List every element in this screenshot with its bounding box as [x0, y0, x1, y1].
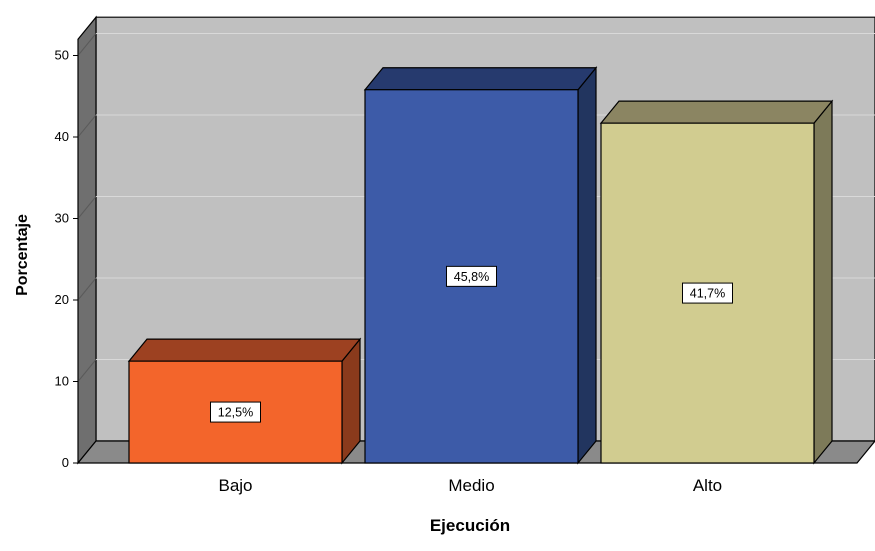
gridline-side: [77, 196, 97, 219]
bar-bajo: 12,5%: [127, 337, 362, 465]
y-tick-label: 0: [62, 455, 69, 470]
gridline-side: [77, 359, 97, 382]
left-wall: [77, 15, 97, 465]
data-label-box: [682, 282, 733, 304]
bar-side: [813, 99, 833, 465]
gridline-side: [77, 33, 97, 56]
y-tick-label: 30: [55, 211, 69, 226]
x-tick-label: Alto: [693, 476, 722, 495]
data-label: 41,7%: [690, 287, 725, 301]
bar-top: [599, 100, 834, 124]
y-axis: 0 10 20 30 40 50: [55, 39, 79, 470]
y-tick-label: 40: [55, 129, 69, 144]
gridline-side: [77, 277, 97, 301]
bar-medio: 45,8%: [363, 66, 598, 465]
x-axis-label: Ejecución: [430, 516, 510, 535]
bar-side: [577, 66, 597, 465]
y-tick-label: 50: [55, 48, 69, 63]
y-tick-label: 10: [55, 374, 69, 389]
bar-top: [363, 67, 598, 91]
gridline-side: [77, 114, 97, 138]
data-label: 45,8%: [454, 270, 489, 284]
x-axis: Bajo Medio Alto: [218, 476, 722, 495]
data-label: 12,5%: [218, 406, 253, 420]
bar-top: [127, 338, 362, 362]
data-label-box: [210, 401, 261, 423]
bars: 12,5% 45,8% 41,7%: [127, 66, 834, 465]
x-tick-label: Medio: [448, 476, 494, 495]
bar-alto: 41,7%: [599, 99, 834, 465]
x-tick-label: Bajo: [218, 476, 252, 495]
data-label-box: [446, 265, 497, 287]
y-tick-label: 20: [55, 292, 69, 307]
y-axis-label: Porcentaje: [14, 214, 31, 296]
